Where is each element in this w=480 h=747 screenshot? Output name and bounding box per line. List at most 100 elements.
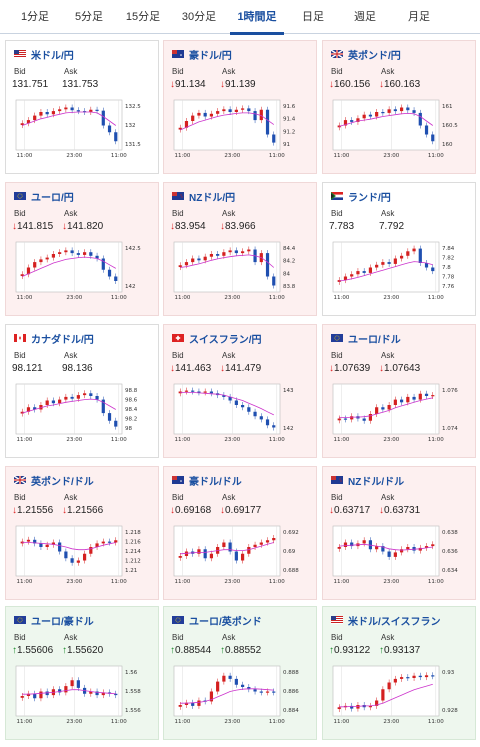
y-tick-label: 1.212 [125,559,141,565]
price-chart[interactable]: 161 160.5 160 11:00 23:00 11:00 [331,97,467,161]
bid-value-text: 0.88544 [175,645,212,656]
tab-7[interactable]: 月足 [408,11,430,23]
currency-pair-link[interactable]: 英ポンド/ドル [14,473,94,488]
currency-card[interactable]: 米ドル/円 Bid Ask 131.751 131.753 132.5 132 131.5 11… [5,40,159,174]
currency-pair-name: 英ポンド/ドル [31,476,94,488]
ask-value: ↓1.21566 [62,505,103,516]
currency-pair-link[interactable]: ランド/円 [331,189,391,204]
currency-pair-link[interactable]: 豪ドル/円 [172,47,232,62]
currency-pair-link[interactable]: カナダドル/円 [14,331,94,346]
candle-body [265,540,270,543]
chart-frame [15,383,123,435]
candle-body [228,675,232,679]
currency-pair-link[interactable]: ユーロ/英ポンド [172,613,262,628]
price-chart[interactable]: 0.638 0.636 0.634 11:00 23:00 11:00 [331,523,467,587]
moving-average-line [180,391,274,416]
currency-card[interactable]: カナダドル/円 Bid Ask 98.121 98.136 98.8 98.6 98.4 98.… [5,324,159,458]
candle-body [343,276,348,281]
y-tick-label: 91 [283,142,290,148]
currency-card[interactable]: 英ポンド/円 Bid Ask ↓160.156 ↓160.163 161 160.5 160 1… [322,40,476,174]
price-chart[interactable]: 142.5 142 11:00 23:00 11:00 [14,239,150,303]
candle-body [253,411,257,417]
ask-value-text: 91.139 [225,79,256,90]
currency-card[interactable]: 米ドル/スイスフラン Bid Ask ↑0.93122 ↑0.93137 0.93 0.92… [322,606,476,740]
price-chart[interactable]: 0.888 0.886 0.884 11:00 23:00 11:00 [172,663,308,727]
currency-pair-link[interactable]: スイスフラン/円 [172,331,261,346]
price-chart[interactable]: 84.4 84.2 84 83.8 11:00 23:00 11:00 [172,239,308,303]
moving-average-line [339,112,434,127]
currency-pair-link[interactable]: 英ポンド/円 [331,47,401,62]
currency-pair-name: 米ドル/スイスフラン [348,616,441,628]
price-chart[interactable]: 0.692 0.69 0.688 11:00 23:00 11:00 [172,523,308,587]
down-arrow-icon: ↓ [329,363,334,374]
y-tick-label: 7.8 [442,265,451,271]
currency-pair-link[interactable]: 米ドル/スイスフラン [331,613,441,628]
price-chart[interactable]: 143 142 11:00 23:00 11:00 [172,381,308,445]
price-chart[interactable]: 0.93 0.928 11:00 23:00 11:00 [331,663,467,727]
price-chart[interactable]: 1.076 1.074 11:00 23:00 11:00 [331,381,467,445]
tab-5[interactable]: 日足 [302,11,324,23]
ask-label: Ask [381,493,395,502]
candle-body [70,680,74,687]
ask-value-text: 0.93137 [384,645,421,656]
ask-value: ↓141.479 [220,363,261,374]
price-chart[interactable]: 91.6 91.4 91.2 91 11:00 23:00 11:00 [172,97,308,161]
candle-body [337,418,341,421]
candle-body [387,682,391,690]
price-chart[interactable]: 1.56 1.558 1.556 11:00 23:00 11:00 [14,663,150,727]
currency-card[interactable]: 英ポンド/ドル Bid Ask ↓1.21556 ↓1.21566 1.218 1.216 1… [5,466,159,600]
candle-body [82,553,87,561]
tab-3[interactable]: 30分足 [181,11,217,23]
y-tick-label: 98.6 [125,398,138,404]
currency-pair-link[interactable]: NZドル/ドル [331,473,404,488]
x-tick-label: 11:00 [111,719,127,725]
price-chart[interactable]: 7.84 7.82 7.8 7.78 7.76 11:00 23:00 11:00 [331,239,467,303]
candle-body [393,109,397,112]
currency-card[interactable]: スイスフラン/円 Bid Ask ↓141.463 ↓141.479 143 142 11:0… [163,324,317,458]
tab-1[interactable]: 5分足 [74,11,104,23]
candle-body [70,107,74,111]
currency-card[interactable]: 豪ドル/円 Bid Ask ↓91.134 ↓91.139 91.6 91.4 91.2 91 1… [163,40,317,174]
currency-pair-link[interactable]: ユーロ/円 [14,189,74,204]
price-chart[interactable]: 98.8 98.6 98.4 98.2 98 11:00 23:00 11:00 [14,381,150,445]
bid-value: 7.783 [329,221,354,232]
x-tick-label: 23:00 [224,719,240,725]
currency-card[interactable]: NZドル/円 Bid Ask ↓83.954 ↓83.966 84.4 84.2 84 83.8… [163,182,317,316]
currency-pair-link[interactable]: ユーロ/ドル [331,331,401,346]
price-chart[interactable]: 132.5 132 131.5 11:00 23:00 11:00 [14,97,150,161]
price-chart[interactable]: 1.218 1.216 1.214 1.212 1.21 11:00 23:00 11:00 [14,523,150,587]
chart-frame [332,525,440,577]
currency-pair-link[interactable]: 米ドル/円 [14,47,74,62]
currency-card[interactable]: NZドル/ドル Bid Ask ↓0.63717 ↓0.63731 0.638 0.636 0… [322,466,476,600]
currency-card[interactable]: ユーロ/豪ドル Bid Ask ↑1.55606 ↑1.55620 1.56 1.558 1.… [5,606,159,740]
flag-au-icon [172,50,184,58]
candle-body [234,551,238,561]
chart-frame [173,99,281,151]
currency-card[interactable]: ユーロ/英ポンド Bid Ask ↑0.88544 ↑0.88552 0.888 0.886… [163,606,317,740]
tab-2[interactable]: 15分足 [125,11,161,23]
up-arrow-icon: ↑ [379,645,384,656]
candle-body [247,249,251,252]
currency-card[interactable]: ユーロ/円 Bid Ask ↓141.815 ↓141.820 142.5 142 11:00… [5,182,159,316]
currency-pair-link[interactable]: NZドル/円 [172,189,235,204]
currency-pair-link[interactable]: ユーロ/豪ドル [14,613,94,628]
ask-value: ↓141.820 [62,221,103,232]
chart-frame [173,241,281,293]
currency-pair-link[interactable]: 豪ドル/ドル [172,473,242,488]
candle-body [20,274,24,277]
currency-pair-name: カナダドル/円 [31,334,94,346]
y-tick-label: 142 [283,426,294,432]
flag-gb-icon [331,50,343,58]
ask-label: Ask [222,209,236,218]
x-tick-label: 23:00 [66,153,82,159]
tab-4[interactable]: 1時間足 [230,0,284,35]
currency-card[interactable]: ランド/円 Bid Ask 7.783 7.792 7.84 7.82 7.8 7.78 7.76… [322,182,476,316]
flag-us-icon [331,616,343,624]
tab-0[interactable]: 1分足 [20,11,50,23]
currency-card[interactable]: ユーロ/ドル Bid Ask ↓1.07639 ↓1.07643 1.076 1.074 11… [322,324,476,458]
candle-body [399,399,404,403]
ask-value: ↓91.139 [220,79,256,90]
y-tick-label: 0.688 [283,568,299,574]
tab-6[interactable]: 週足 [354,11,376,23]
currency-card[interactable]: 豪ドル/ドル Bid Ask ↓0.69168 ↓0.69177 0.692 0.69 0.6… [163,466,317,600]
